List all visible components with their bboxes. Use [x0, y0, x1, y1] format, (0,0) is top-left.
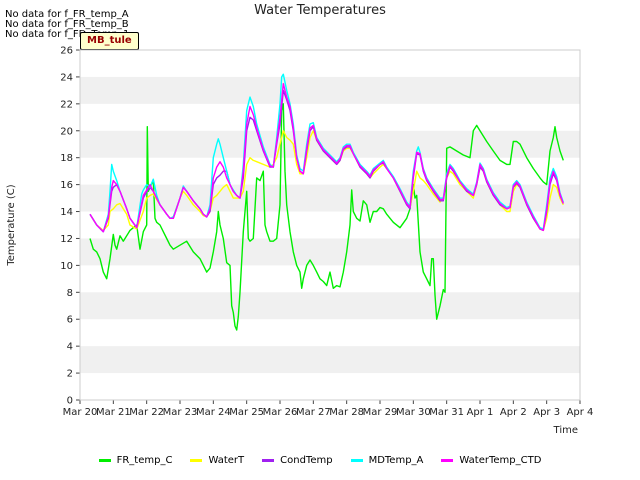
- x-tick-label: Apr 1: [467, 407, 494, 418]
- y-tick-label: 4: [67, 342, 73, 353]
- y-tick-label: 26: [60, 46, 73, 57]
- x-tick-label: Mar 23: [163, 407, 198, 418]
- x-tick-label: Mar 25: [229, 407, 264, 418]
- y-tick-label: 24: [60, 72, 73, 83]
- grid-bands: [80, 76, 580, 374]
- chart-title: Water Temperatures: [254, 3, 386, 18]
- x-tick-label: Mar 29: [363, 407, 398, 418]
- x-tick-label: Apr 3: [533, 407, 560, 418]
- legend-label: WaterTemp_CTD: [459, 455, 542, 466]
- y-tick-label: 6: [67, 315, 73, 326]
- x-tick-label: Mar 22: [129, 407, 164, 418]
- x-tick-label: Mar 30: [396, 407, 431, 418]
- no-data-notice: No data for f_FD_Temp_1: [5, 29, 130, 40]
- legend-item: FR_temp_C: [98, 455, 173, 466]
- legend-label: FR_temp_C: [116, 455, 173, 466]
- legend-item: CondTemp: [262, 455, 333, 466]
- x-tick-label: Mar 20: [63, 407, 98, 418]
- plot-frame: [79, 49, 581, 401]
- legend-swatch: [190, 459, 203, 462]
- x-tick-label: Mar 28: [329, 407, 364, 418]
- y-tick-label: 0: [67, 396, 73, 407]
- legend-swatch: [441, 459, 454, 462]
- y-tick-label: 12: [60, 234, 73, 245]
- y-tick-label: 10: [60, 261, 73, 272]
- y-axis-label: Temperature (C): [6, 184, 17, 266]
- legend-label: MDTemp_A: [368, 455, 424, 466]
- legend-swatch: [262, 459, 275, 462]
- legend-swatch: [98, 459, 111, 462]
- y-tick-label: 16: [60, 180, 73, 191]
- grid-band: [80, 346, 580, 374]
- y-tick-label: 8: [67, 288, 73, 299]
- no-data-notice: No data for f_FR_temp_B: [5, 19, 129, 30]
- legend: FR_temp_C WaterT CondTemp MDTemp_A WaterTemp…: [0, 455, 640, 466]
- y-tick-label: 2: [67, 369, 73, 380]
- legend-swatch: [350, 459, 363, 462]
- grid-band: [80, 130, 580, 158]
- legend-label: CondTemp: [280, 455, 333, 466]
- series-line-fr-temp-c: [89, 103, 564, 331]
- grid-band: [80, 292, 580, 320]
- y-tick-label: 22: [60, 99, 73, 110]
- grid-band: [80, 76, 580, 104]
- x-tick-label: Mar 21: [96, 407, 131, 418]
- legend-item: WaterT: [190, 455, 244, 466]
- x-tick-label: Mar 27: [296, 407, 331, 418]
- y-tick-label: 20: [60, 126, 73, 137]
- legend-item: MDTemp_A: [350, 455, 424, 466]
- series-line-watertemp-ctd: [89, 83, 564, 233]
- x-tick-label: Mar 24: [196, 407, 231, 418]
- x-tick-label: Apr 2: [500, 407, 527, 418]
- x-tick-label: Mar 31: [429, 407, 464, 418]
- legend-label: WaterT: [208, 455, 245, 466]
- x-axis-label: Time: [553, 425, 578, 436]
- series-lines: [89, 73, 564, 331]
- y-tick-label: 14: [60, 207, 73, 218]
- x-tick-label: Mar 26: [263, 407, 298, 418]
- grid-band: [80, 238, 580, 266]
- x-tick-label: Apr 4: [567, 407, 594, 418]
- legend-item: WaterTemp_CTD: [441, 455, 541, 466]
- no-data-notice: No data for f_FR_temp_A: [5, 9, 129, 20]
- y-tick-label: 18: [60, 153, 73, 164]
